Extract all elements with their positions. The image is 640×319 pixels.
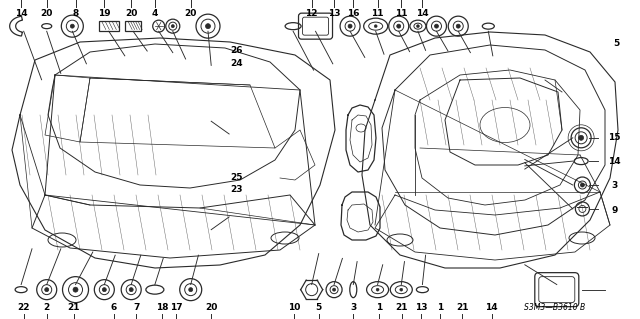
Text: 26: 26 (230, 46, 243, 55)
Text: 14: 14 (15, 9, 28, 18)
Circle shape (435, 24, 438, 28)
Text: 8: 8 (72, 9, 79, 18)
Text: 11: 11 (395, 9, 408, 18)
Text: S3M3—B3610 B: S3M3—B3610 B (524, 303, 586, 312)
Text: 3: 3 (611, 181, 618, 189)
Circle shape (70, 24, 74, 28)
Text: 11: 11 (371, 9, 384, 18)
Text: 1: 1 (437, 303, 444, 312)
Text: 2: 2 (44, 303, 50, 312)
Circle shape (580, 183, 584, 187)
Text: 15: 15 (608, 133, 621, 142)
Text: 1: 1 (376, 303, 382, 312)
Text: 25: 25 (230, 173, 243, 182)
Text: 13: 13 (415, 303, 428, 312)
Circle shape (374, 25, 377, 28)
Text: 3: 3 (350, 303, 356, 312)
Text: 23: 23 (230, 185, 243, 194)
Text: 14: 14 (608, 157, 621, 166)
Text: 14: 14 (485, 303, 498, 312)
Text: 10: 10 (288, 303, 301, 312)
Text: 19: 19 (98, 9, 111, 18)
Text: 24: 24 (230, 59, 243, 68)
Text: 21: 21 (396, 303, 408, 312)
Text: 13: 13 (328, 9, 340, 18)
Text: 12: 12 (305, 9, 318, 18)
Circle shape (45, 288, 49, 292)
Circle shape (348, 24, 352, 28)
Bar (125, 20, 141, 31)
Circle shape (172, 25, 174, 28)
Text: 20: 20 (205, 303, 218, 312)
Circle shape (417, 25, 419, 28)
Circle shape (397, 24, 401, 28)
Text: 17: 17 (170, 303, 182, 312)
Text: 20: 20 (40, 9, 53, 18)
Text: 16: 16 (347, 9, 360, 18)
Text: 20: 20 (184, 9, 197, 18)
Text: 21: 21 (456, 303, 468, 312)
Circle shape (376, 288, 379, 291)
Text: 21: 21 (67, 303, 80, 312)
Text: 22: 22 (17, 303, 30, 312)
Text: 5: 5 (316, 303, 322, 312)
Circle shape (333, 288, 335, 291)
Circle shape (579, 135, 584, 140)
Text: 7: 7 (133, 303, 140, 312)
Circle shape (205, 24, 211, 29)
Circle shape (102, 288, 106, 292)
Text: 4: 4 (152, 9, 158, 18)
Text: 18: 18 (156, 303, 168, 312)
Text: 14: 14 (416, 9, 429, 18)
Text: 9: 9 (611, 206, 618, 215)
Text: 20: 20 (125, 9, 138, 18)
Circle shape (456, 24, 460, 28)
Circle shape (189, 288, 193, 292)
Text: 5: 5 (613, 39, 620, 48)
Circle shape (129, 288, 133, 292)
Bar (99, 20, 119, 31)
Circle shape (400, 288, 403, 291)
Circle shape (73, 287, 78, 292)
Text: 6: 6 (111, 303, 117, 312)
